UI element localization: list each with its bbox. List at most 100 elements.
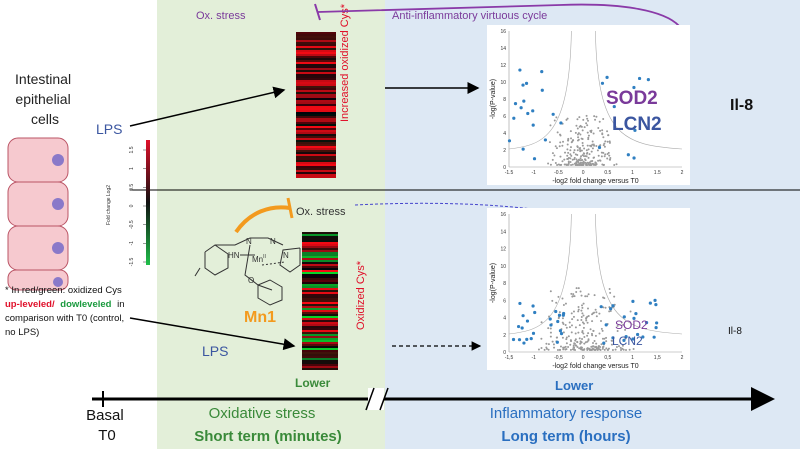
heatmap-row: [302, 332, 338, 334]
point: [609, 156, 612, 159]
point-highlight: [520, 326, 524, 330]
x-tick-label: -1: [531, 170, 536, 176]
point: [579, 133, 582, 136]
colorbar-title: Fold change Log2: [106, 185, 112, 225]
point: [586, 124, 589, 127]
point-highlight: [531, 123, 535, 127]
point-highlight: [521, 314, 525, 318]
point-highlight: [532, 157, 537, 161]
point: [575, 291, 578, 294]
heatmap-row: [296, 80, 336, 82]
point: [584, 341, 587, 344]
point-highlight: [646, 78, 650, 82]
point: [551, 152, 554, 155]
heatmap-row: [302, 252, 338, 254]
heatmap-row: [302, 318, 338, 320]
chem-label: HN: [228, 251, 240, 260]
heatmap-row: [296, 102, 336, 104]
point: [562, 331, 565, 334]
point: [599, 159, 602, 162]
point: [572, 348, 575, 351]
point: [562, 346, 565, 349]
point: [564, 323, 567, 326]
heatmap-row: [296, 120, 336, 122]
point-highlight: [549, 323, 553, 327]
x-tick-label: 0.5: [604, 170, 611, 176]
point: [548, 141, 551, 144]
point: [576, 345, 579, 348]
point: [598, 120, 601, 123]
point: [599, 129, 602, 132]
point: [549, 163, 552, 166]
heatmap-row: [296, 154, 336, 156]
point-highlight: [636, 332, 640, 337]
point-highlight: [507, 139, 512, 143]
point: [562, 140, 565, 143]
point: [578, 324, 581, 327]
basal-line: T0: [98, 427, 116, 444]
point: [580, 346, 583, 349]
heatmap-row: [302, 258, 338, 260]
colorbar: [146, 140, 150, 265]
y-tick-label: 0: [503, 165, 506, 171]
point: [547, 327, 550, 330]
point: [577, 310, 580, 313]
point: [603, 155, 606, 158]
colorbar-tick-label: 1: [129, 167, 135, 170]
point: [577, 158, 580, 161]
point: [617, 345, 620, 348]
heatmap-row: [296, 168, 336, 170]
x-axis-label: -log2 fold change versus T0: [552, 178, 638, 185]
point: [595, 144, 598, 147]
point: [581, 141, 584, 144]
point-highlight: [548, 317, 552, 321]
note-line: no LPS): [5, 327, 39, 338]
heatmap-row: [296, 56, 336, 58]
point: [567, 151, 570, 154]
point-highlight: [631, 299, 635, 303]
point: [540, 337, 543, 340]
point: [595, 115, 598, 118]
point: [579, 342, 582, 345]
point: [567, 346, 570, 349]
point: [572, 346, 575, 349]
heatmap-row: [296, 112, 336, 114]
point: [569, 146, 572, 149]
point: [600, 155, 603, 158]
heatmap-row: [296, 164, 336, 166]
heatmap-row: [302, 362, 338, 364]
point: [583, 336, 586, 339]
point: [609, 310, 612, 313]
point: [569, 161, 572, 164]
x-tick-label: 1.5: [654, 170, 661, 176]
point: [580, 137, 583, 140]
point: [602, 144, 605, 147]
arrow: [129, 86, 286, 127]
point: [581, 330, 584, 333]
heatmap-row: [296, 166, 336, 168]
lps-label: LPS: [96, 121, 122, 137]
point: [574, 332, 577, 335]
heatmap-row: [302, 268, 338, 270]
heatmap-row: [302, 334, 338, 336]
y-tick-label: 0: [503, 350, 506, 356]
point: [590, 145, 593, 148]
point-highlight: [531, 304, 535, 308]
point: [562, 303, 565, 306]
point: [586, 144, 589, 147]
heatmap-row: [302, 300, 338, 302]
heatmap-row: [296, 68, 336, 70]
heatmap-row: [296, 162, 336, 164]
point-highlight: [559, 332, 564, 336]
point: [565, 163, 568, 166]
threshold-curve: [508, 30, 572, 150]
heatmap-row: [296, 64, 336, 66]
point: [603, 145, 606, 148]
heatmap-row: [296, 132, 336, 134]
heatmap-row: [296, 126, 336, 128]
point: [619, 346, 622, 349]
heatmap-row: [302, 368, 338, 370]
point: [572, 310, 575, 313]
point: [577, 331, 580, 334]
point-highlight: [511, 337, 516, 342]
